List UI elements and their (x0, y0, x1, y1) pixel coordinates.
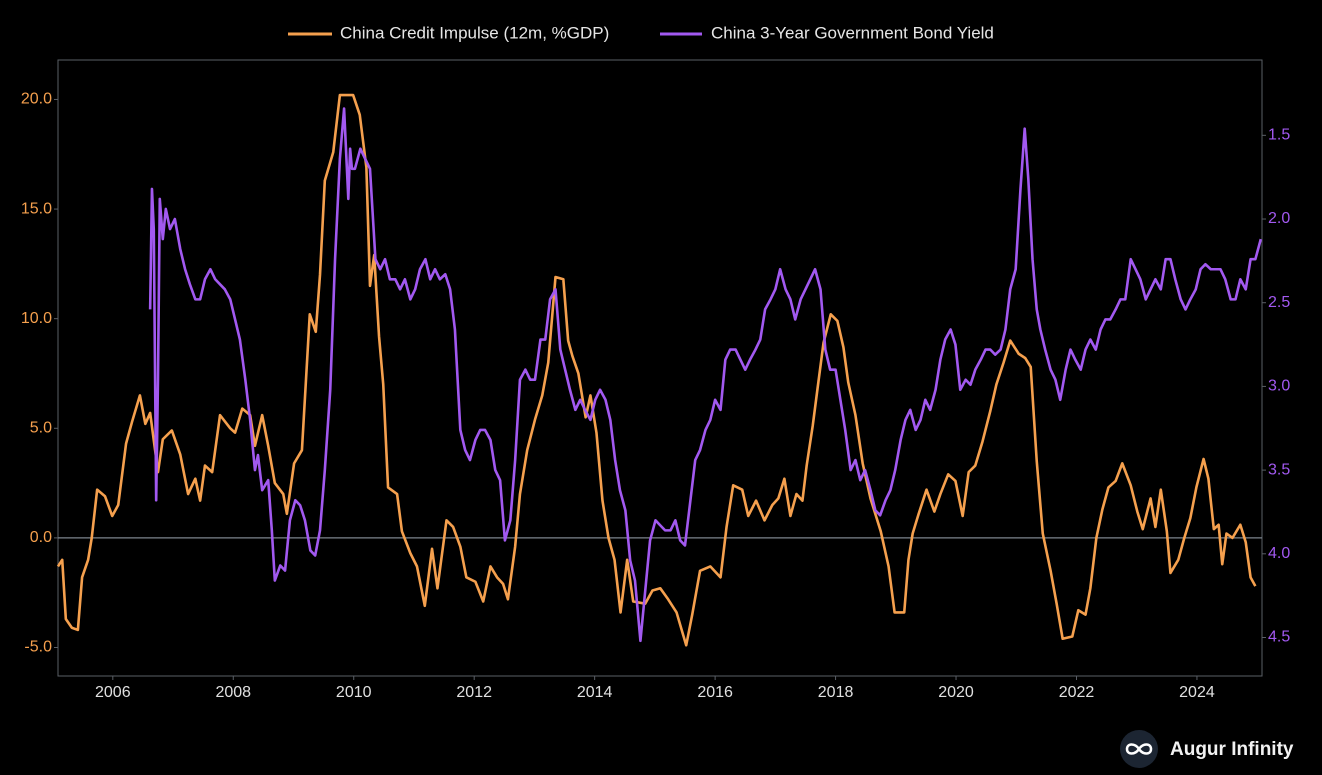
x-tick-label: 2024 (1179, 684, 1215, 701)
watermark: Augur Infinity (1120, 730, 1294, 768)
y2-tick-label: 4.5 (1268, 629, 1290, 646)
x-tick-label: 2016 (697, 684, 733, 701)
series-line (56, 93, 1257, 647)
y-tick-label: 10.0 (21, 310, 52, 327)
legend: China Credit Impulse (12m, %GDP) China 3… (288, 23, 994, 42)
y2-tick-label: 3.0 (1268, 378, 1290, 395)
y2-tick-label: 2.0 (1268, 210, 1290, 227)
x-tick-label: 2018 (818, 684, 854, 701)
x-tick-label: 2022 (1059, 684, 1095, 701)
x-tick-label: 2010 (336, 684, 372, 701)
y2-tick-label: 3.5 (1268, 461, 1290, 478)
x-tick-label: 2020 (938, 684, 974, 701)
x-tick-label: 2012 (456, 684, 492, 701)
y-tick-label: -5.0 (24, 639, 52, 656)
x-tick-label: 2008 (215, 684, 251, 701)
y-tick-label: 20.0 (21, 91, 52, 108)
watermark-text: Augur Infinity (1170, 739, 1294, 760)
y2-tick-label: 2.5 (1268, 294, 1290, 311)
series-line (148, 107, 1263, 643)
legend-label: China 3-Year Government Bond Yield (711, 23, 994, 42)
y-tick-label: 15.0 (21, 200, 52, 217)
y-tick-label: 0.0 (30, 529, 52, 546)
y2-tick-label: 1.5 (1268, 127, 1290, 144)
y-tick-label: 5.0 (30, 420, 52, 437)
legend-label: China Credit Impulse (12m, %GDP) (340, 23, 609, 42)
x-tick-label: 2006 (95, 684, 131, 701)
y2-tick-label: 4.0 (1268, 545, 1290, 562)
x-tick-label: 2014 (577, 684, 613, 701)
logo-icon (1125, 743, 1153, 755)
plot-frame (57, 59, 1263, 677)
